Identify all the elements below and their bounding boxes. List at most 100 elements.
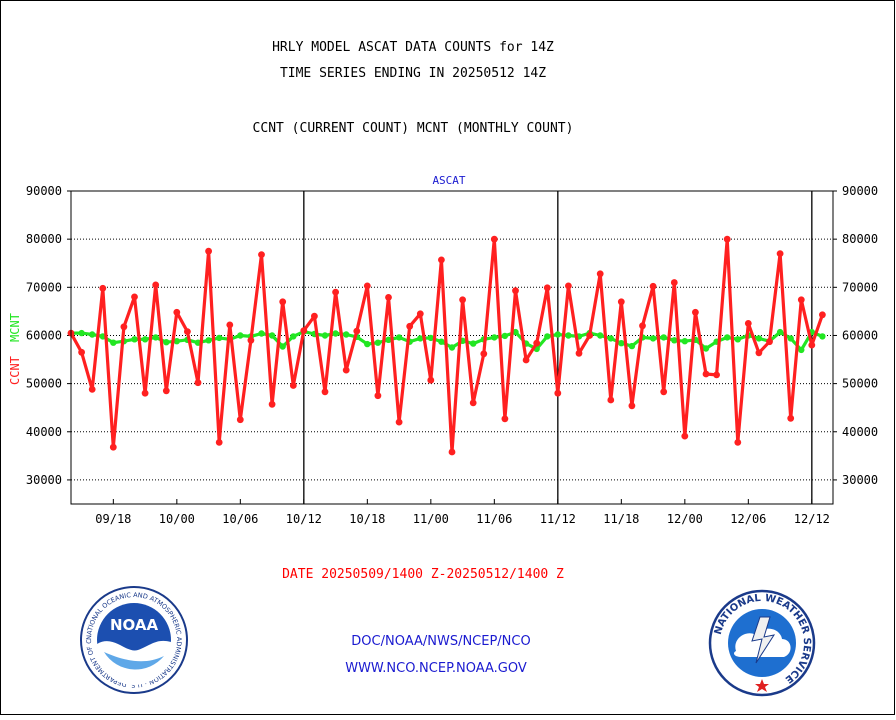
nws-logo: NATIONAL WEATHER SERVICE bbox=[708, 589, 816, 697]
data-point-ccnt bbox=[109, 443, 117, 451]
y-tick-label-left: 70000 bbox=[26, 280, 62, 294]
x-tick-label: 09/18 bbox=[95, 512, 131, 526]
data-point-mcnt bbox=[819, 333, 826, 340]
data-point-mcnt bbox=[141, 336, 149, 343]
data-point-ccnt bbox=[205, 247, 213, 255]
data-point-ccnt bbox=[649, 282, 657, 290]
data-point-ccnt bbox=[152, 281, 160, 289]
y-axis-label: CCNT MCNT bbox=[8, 313, 22, 385]
data-point-mcnt bbox=[290, 333, 297, 340]
footer-date-range: DATE 20250509/1400 Z-20250512/1400 Z bbox=[282, 567, 564, 582]
svg-text:NOAA: NOAA bbox=[110, 616, 159, 634]
data-point-ccnt bbox=[512, 287, 519, 295]
y-tick-label-left: 40000 bbox=[26, 425, 62, 439]
data-point-ccnt bbox=[120, 323, 128, 331]
data-point-mcnt bbox=[395, 334, 403, 341]
y-tick-label-left: 90000 bbox=[26, 184, 62, 198]
data-point-ccnt bbox=[247, 336, 255, 344]
footer-org: DOC/NOAA/NWS/NCEP/NCO bbox=[351, 634, 530, 649]
y-tick-label-left: 60000 bbox=[26, 328, 62, 342]
data-point-ccnt bbox=[639, 322, 646, 330]
series-line-ccnt bbox=[69, 237, 824, 454]
data-point-ccnt bbox=[173, 308, 181, 316]
data-point-ccnt bbox=[617, 298, 625, 306]
y-tick-label-right: 50000 bbox=[842, 377, 878, 391]
data-point-ccnt bbox=[554, 389, 562, 397]
data-point-mcnt bbox=[89, 331, 96, 338]
data-point-mcnt bbox=[364, 340, 371, 348]
data-point-mcnt bbox=[724, 334, 731, 341]
x-tick-label: 12/12 bbox=[794, 512, 830, 526]
data-point-mcnt bbox=[374, 339, 382, 346]
data-point-ccnt bbox=[681, 432, 689, 440]
data-point-ccnt bbox=[236, 416, 244, 424]
data-point-ccnt bbox=[565, 282, 572, 290]
data-point-mcnt bbox=[279, 343, 286, 350]
data-point-mcnt bbox=[798, 346, 805, 354]
footer-url: WWW.NCO.NCEP.NOAA.GOV bbox=[345, 661, 527, 676]
data-point-ccnt bbox=[713, 371, 720, 379]
data-point-ccnt bbox=[321, 388, 329, 396]
y-tick-label-left: 30000 bbox=[26, 473, 62, 487]
data-point-ccnt bbox=[522, 356, 530, 364]
data-point-mcnt bbox=[163, 339, 170, 346]
x-tick-label: 12/06 bbox=[730, 512, 766, 526]
y-tick-label-right: 60000 bbox=[842, 328, 878, 342]
data-point-ccnt bbox=[575, 349, 583, 357]
data-point-mcnt bbox=[448, 344, 456, 351]
data-point-ccnt bbox=[363, 282, 371, 290]
data-point-mcnt bbox=[544, 333, 551, 340]
data-point-mcnt bbox=[110, 339, 117, 346]
data-point-ccnt bbox=[596, 270, 604, 278]
header-title-line2: TIME SERIES ENDING IN 20250512 14Z bbox=[280, 66, 546, 81]
y-tick-label-right: 40000 bbox=[842, 425, 878, 439]
noaa-logo: NATIONAL OCEANIC AND ATMOSPHERIC ADMINIS… bbox=[80, 586, 188, 694]
data-point-ccnt bbox=[427, 376, 435, 384]
data-point-ccnt bbox=[660, 388, 668, 396]
data-point-mcnt bbox=[216, 334, 223, 342]
data-point-ccnt bbox=[459, 296, 466, 304]
data-point-mcnt bbox=[205, 337, 212, 344]
data-point-mcnt bbox=[491, 334, 498, 341]
data-point-ccnt bbox=[300, 327, 308, 334]
data-point-ccnt bbox=[533, 339, 541, 347]
data-point-ccnt bbox=[607, 396, 615, 404]
x-tick-label: 10/18 bbox=[349, 512, 385, 526]
data-point-mcnt bbox=[660, 334, 667, 341]
data-point-mcnt bbox=[237, 332, 244, 339]
data-point-ccnt bbox=[692, 308, 699, 316]
series-layer bbox=[67, 235, 826, 456]
data-point-mcnt bbox=[343, 331, 350, 338]
x-tick-label: 12/00 bbox=[667, 512, 703, 526]
header-title-line3: CCNT (CURRENT COUNT) MCNT (MONTHLY COUNT… bbox=[253, 121, 574, 136]
plot-title: ASCAT bbox=[432, 174, 465, 187]
data-point-mcnt bbox=[321, 332, 329, 339]
data-point-ccnt bbox=[279, 298, 287, 306]
data-point-ccnt bbox=[448, 448, 456, 456]
data-point-mcnt bbox=[628, 342, 636, 350]
data-point-ccnt bbox=[438, 256, 445, 264]
data-point-mcnt bbox=[755, 335, 763, 342]
data-point-ccnt bbox=[353, 327, 361, 335]
data-point-mcnt bbox=[681, 338, 688, 345]
data-point-mcnt bbox=[470, 340, 477, 347]
data-point-mcnt bbox=[554, 331, 561, 338]
y-label-monthly: MCNT bbox=[8, 313, 22, 342]
data-point-mcnt bbox=[702, 345, 710, 352]
data-point-ccnt bbox=[395, 418, 403, 426]
data-point-ccnt bbox=[787, 414, 795, 422]
data-point-ccnt bbox=[258, 251, 265, 258]
data-point-mcnt bbox=[501, 332, 509, 340]
data-point-ccnt bbox=[776, 250, 784, 257]
data-point-ccnt bbox=[78, 348, 85, 356]
data-point-ccnt bbox=[734, 439, 742, 446]
series-ccnt bbox=[67, 235, 826, 456]
tick-layer: 30000 30000 40000 40000 50000 50000 60000 60000… bbox=[26, 184, 878, 526]
data-point-ccnt bbox=[99, 284, 107, 292]
plot-area-border bbox=[70, 190, 834, 505]
data-point-ccnt bbox=[808, 341, 816, 349]
data-point-ccnt bbox=[131, 293, 138, 301]
data-point-ccnt bbox=[268, 400, 276, 408]
data-point-mcnt bbox=[268, 332, 276, 339]
data-point-mcnt bbox=[512, 328, 519, 336]
